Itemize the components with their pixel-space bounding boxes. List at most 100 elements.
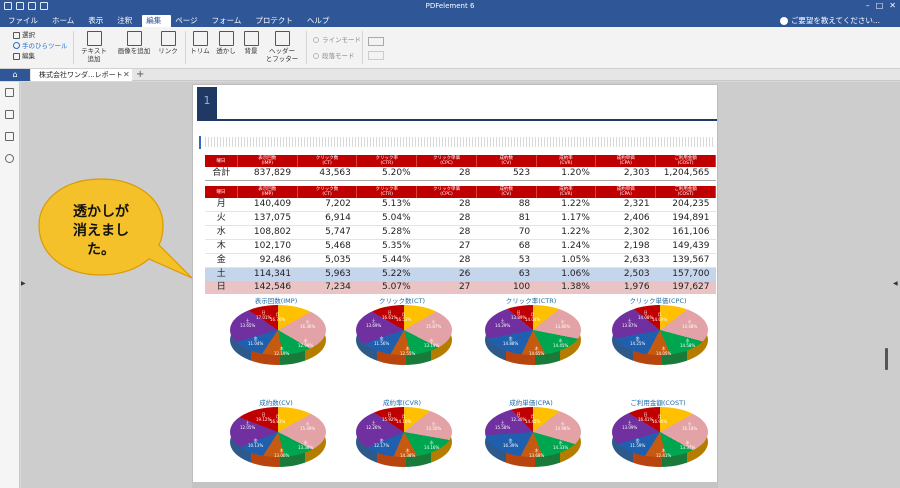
collapse-right-icon[interactable]: ◀ <box>893 280 898 287</box>
row-label: 水 <box>205 225 238 240</box>
left-sidebar <box>0 82 20 488</box>
close-tab-icon[interactable]: ✕ <box>123 70 130 79</box>
watermark-button[interactable]: 透かし <box>214 31 238 56</box>
menu-item[interactable]: 表示 <box>88 16 104 25</box>
link-button[interactable]: リンク <box>156 31 180 56</box>
row-label: 金 <box>205 253 238 268</box>
pie-slice-label: 月 14.16% <box>396 414 412 424</box>
column-header-label: 成約率 <box>559 156 573 161</box>
pie-slice-label: 土 13.09% <box>622 420 638 430</box>
background-button[interactable]: 背景 <box>240 31 262 56</box>
distribute-dropdown[interactable] <box>368 51 384 60</box>
pie-slice-label: 月 14.45% <box>525 414 541 424</box>
help-search[interactable]: ご要望を教えてください... <box>779 15 880 26</box>
column-header-sub: (CV) <box>501 161 512 166</box>
column-header-label: クリック率 <box>375 156 399 161</box>
column-header: 表示回数 (IMP) <box>237 155 298 167</box>
column-header-label: クリック率 <box>375 187 399 192</box>
menu-item[interactable]: ファイル <box>8 16 38 25</box>
thumbnails-icon[interactable] <box>5 88 14 97</box>
edit-tool[interactable]: 編集 <box>13 51 68 62</box>
header-footer-icon <box>274 31 290 46</box>
menu-item[interactable]: プロテクト <box>255 16 293 25</box>
table-cell: 2,503 <box>595 267 656 281</box>
ribbon-toolbar: 選択 手のひらツール 編集 テキスト 追加 画像を追加 リンク トリム 透かし … <box>0 27 900 69</box>
new-tab-icon[interactable]: + <box>136 69 145 80</box>
pie-title: 成約数(CV) <box>259 399 293 407</box>
table-cell: 70 <box>476 225 537 240</box>
pie-chart: 成約単価(CPA) 日 12.30% 月 14.45% 火 14.98% 水 14.33… <box>471 397 591 483</box>
redo-icon[interactable] <box>40 2 48 10</box>
pie-slice-label: 金 12.17% <box>374 438 390 448</box>
close-window-icon[interactable]: ✕ <box>889 1 896 10</box>
table-cell: 1.22% <box>536 225 596 240</box>
table-cell: 5.13% <box>356 198 417 212</box>
column-header-label: 成約単価 <box>616 156 635 161</box>
column-header: 曜日 <box>205 155 238 167</box>
table-row: 月 140,409 7,202 5.13% 28 88 1.22% 2,321 204,235 <box>205 198 716 212</box>
column-header: クリック率 (CTR) <box>356 186 418 198</box>
table-cell: 2,321 <box>595 198 656 212</box>
header-footer-button[interactable]: ヘッダー とフッター <box>264 31 300 63</box>
menu-item[interactable]: フォーム <box>211 16 242 25</box>
dotted-rule <box>205 137 715 147</box>
table-cell: 140,409 <box>237 198 298 212</box>
menu-item[interactable]: 編集 <box>142 15 172 27</box>
table-cell: 5,963 <box>297 267 357 281</box>
pie-slice-label: 日 16.41% <box>638 412 654 422</box>
pie-graphic: 日 16.41% 月 16.96% 火 16.18% 水 13.37% 木 12.41%… <box>612 407 708 467</box>
select-tool[interactable]: 選択 <box>13 30 68 41</box>
pie-slice-label: 水 14.33% <box>553 440 569 450</box>
save-icon[interactable] <box>4 2 12 10</box>
table-cell: 7,234 <box>297 281 357 294</box>
row-label: 月 <box>205 198 238 212</box>
table-cell: 28 <box>416 225 477 240</box>
trim-button[interactable]: トリム <box>188 31 212 56</box>
table-cell: 1,976 <box>595 281 656 294</box>
add-text-button[interactable]: テキスト 追加 <box>80 31 108 63</box>
align-dropdown[interactable] <box>368 37 384 46</box>
collapse-left-icon[interactable]: ▶ <box>21 280 26 287</box>
callout-shape <box>38 178 193 279</box>
column-header-label: ご利用金額 <box>674 187 697 192</box>
minimize-icon[interactable]: – <box>865 1 870 10</box>
pdf-page: 1 曜日 表示回数 (IMP) クリック数 (CT) クリック率 (CTR) クリック単価 (C… <box>192 84 718 484</box>
column-header-sub: (CTR) <box>380 161 394 166</box>
vertical-scrollbar[interactable] <box>885 348 888 370</box>
pie-graphic: 日 13.89% 月 14.04% 火 13.80% 水 14.45% 木 14.65%… <box>485 305 581 365</box>
paragraph-mode-option[interactable]: 段落モード <box>313 52 355 61</box>
menu-item[interactable]: ホーム <box>52 16 75 25</box>
help-text: ご要望を教えてください... <box>790 16 880 25</box>
pie-slice-label: 木 14.65% <box>529 346 545 356</box>
pie-face <box>485 305 581 355</box>
menu-item[interactable]: ヘルプ <box>306 16 330 25</box>
pie-slice-label: 月 16.53% <box>396 312 412 322</box>
document-tab[interactable]: 株式会社ワンダ...レポート <box>31 69 132 81</box>
table-cell: 1.20% <box>536 167 596 181</box>
window-controls: – □ ✕ <box>866 1 896 10</box>
column-header: ご利用金額 (COST) <box>655 155 716 167</box>
pie-slice-label: 土 14.29% <box>495 318 511 328</box>
pie-slice-label: 木 14.38% <box>400 448 416 458</box>
menu-item[interactable]: 注釈 <box>117 16 133 25</box>
pie-slice-label: 月 14.69% <box>652 312 668 322</box>
line-mode-option[interactable]: ラインモード <box>313 36 361 45</box>
pie-slice-label: 金 11.04% <box>248 336 264 346</box>
title-bar: PDFelement 6 – □ ✕ <box>0 0 900 13</box>
menu-item[interactable]: ページ <box>175 16 198 25</box>
pie-chart: 成約率(CVR) 日 15.92% 月 14.16% 火 13.50% 水 14.16%… <box>342 397 462 483</box>
table-cell: 26 <box>416 267 477 281</box>
comment-icon[interactable] <box>5 132 14 141</box>
maximize-icon[interactable]: □ <box>875 1 884 10</box>
hand-tool[interactable]: 手のひらツール <box>13 41 68 52</box>
add-image-button[interactable]: 画像を追加 <box>115 31 153 56</box>
radio-icon <box>313 37 319 43</box>
table-cell: 2,198 <box>595 239 656 254</box>
print-icon[interactable] <box>16 2 24 10</box>
undo-icon[interactable] <box>28 2 36 10</box>
home-tab[interactable]: ⌂ <box>0 69 30 81</box>
bookmark-icon[interactable] <box>5 110 14 119</box>
column-header: クリック単価 (CPC) <box>416 155 477 167</box>
tab-strip: ⌂ 株式会社ワンダ...レポート ✕ + <box>0 69 900 81</box>
search-icon[interactable] <box>5 154 14 163</box>
